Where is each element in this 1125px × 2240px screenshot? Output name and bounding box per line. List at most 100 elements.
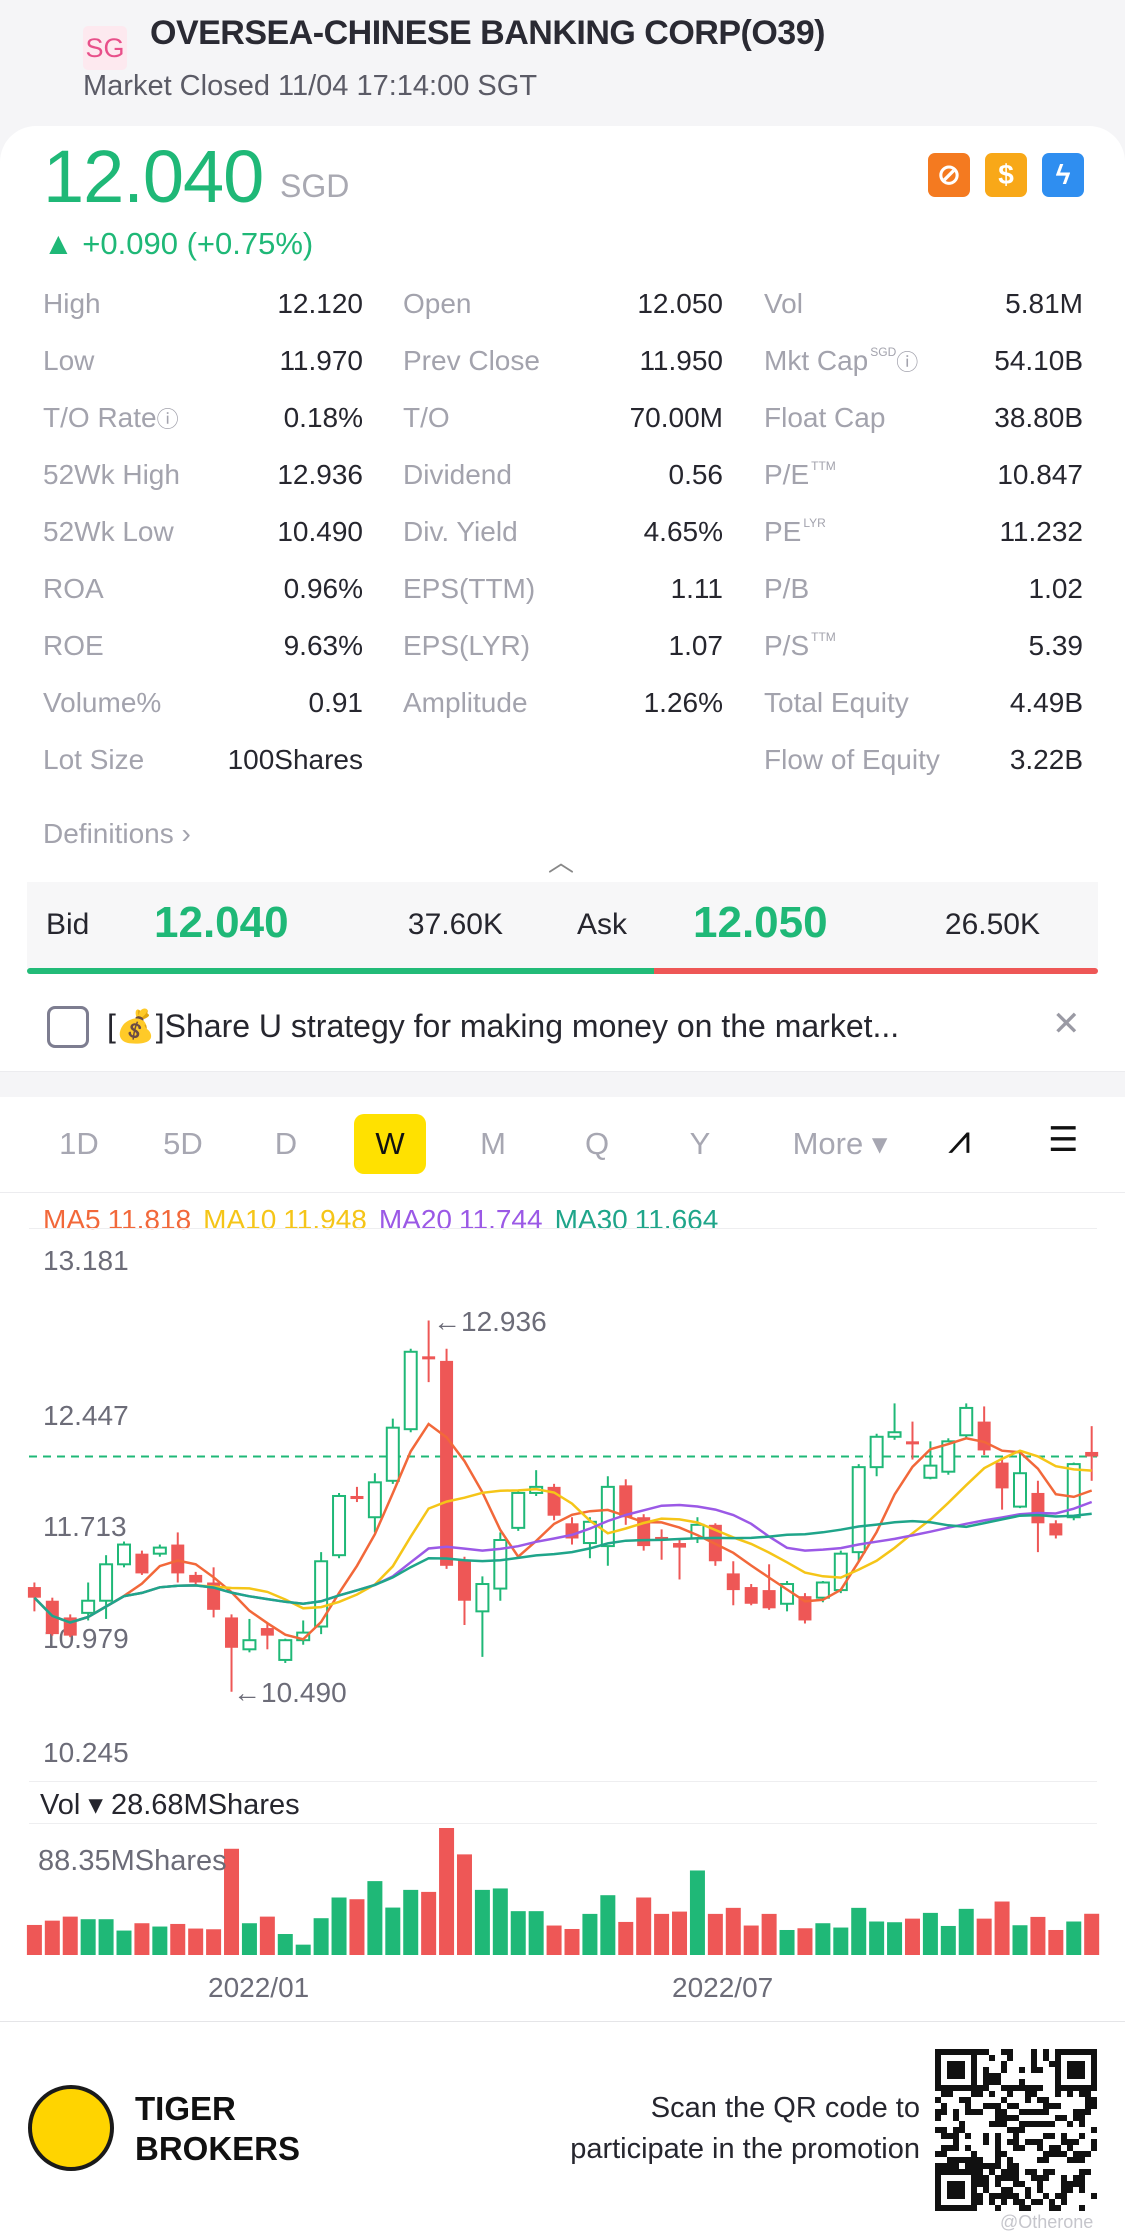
- promo-banner-text[interactable]: [💰]Share U strategy for making money on …: [107, 1008, 900, 1044]
- qr-module: [1043, 2109, 1049, 2115]
- volume-bar: [528, 1911, 544, 1955]
- info-icon[interactable]: ⓘ: [896, 350, 919, 375]
- qr-module: [1007, 2127, 1013, 2133]
- qr-module: [983, 2079, 989, 2085]
- stat-value: 0.56: [668, 459, 724, 490]
- qr-module: [1079, 2169, 1085, 2175]
- candle: [260, 1628, 274, 1636]
- dollar-icon[interactable]: $: [985, 153, 1027, 197]
- qr-module: [1055, 2205, 1061, 2211]
- qr-module: [977, 2169, 983, 2175]
- stat-label-text: EPS(LYR): [403, 630, 531, 661]
- tab-q[interactable]: Q: [584, 1126, 610, 1161]
- qr-module: [1031, 2139, 1037, 2145]
- qr-module: [965, 2085, 971, 2091]
- candle: [81, 1599, 96, 1614]
- stat-label-text: Low: [43, 345, 95, 376]
- volume-bar: [206, 1929, 222, 1955]
- qr-module: [1067, 2085, 1073, 2091]
- currency: SGD: [280, 168, 350, 204]
- volume-bar: [779, 1929, 795, 1955]
- qr-module: [1061, 2139, 1067, 2145]
- candle: [314, 1560, 329, 1628]
- qr-module: [1013, 2115, 1019, 2121]
- qr-module: [965, 2097, 971, 2103]
- qr-module: [1073, 2073, 1079, 2079]
- qr-module: [971, 2079, 977, 2085]
- qr-module: [1013, 2133, 1019, 2139]
- volume-bar: [725, 1907, 741, 1955]
- qr-module: [989, 2163, 995, 2169]
- volume-bar: [510, 1911, 526, 1955]
- banner-close-button[interactable]: ✕: [1052, 1005, 1081, 1043]
- lightning-level1-icon[interactable]: ϟ: [1042, 153, 1084, 197]
- qr-module: [1031, 2061, 1037, 2067]
- definitions-link[interactable]: Definitions ›: [43, 818, 191, 849]
- qr-module: [1043, 2049, 1049, 2055]
- qr-module: [1091, 2085, 1097, 2091]
- bid-label: Bid: [46, 908, 90, 941]
- chart-settings-icon[interactable]: ☰: [1048, 1121, 1079, 1159]
- qr-module: [1055, 2103, 1061, 2109]
- qr-module: [959, 2181, 965, 2187]
- qr-module: [1019, 2205, 1025, 2211]
- qr-module: [1079, 2181, 1085, 2187]
- divider: [29, 1823, 1097, 1824]
- qr-module: [1019, 2109, 1025, 2115]
- qr-module: [1007, 2085, 1013, 2091]
- qr-module: [959, 2097, 965, 2103]
- qr-module: [1061, 2193, 1067, 2199]
- qr-module: [983, 2103, 989, 2109]
- tab-y[interactable]: Y: [689, 1126, 711, 1161]
- candlestick-chart[interactable]: [0, 1230, 1125, 2010]
- volume-bar: [313, 1918, 329, 1955]
- qr-module: [1037, 2145, 1043, 2151]
- qr-module: [947, 2163, 953, 2169]
- qr-module: [935, 2127, 941, 2133]
- tab-m[interactable]: M: [480, 1126, 506, 1161]
- qr-module: [947, 2205, 953, 2211]
- qr-module: [995, 2145, 1001, 2151]
- qr-module: [935, 2097, 941, 2103]
- no-short-icon[interactable]: ⊘: [928, 153, 970, 197]
- volume-selector[interactable]: Vol ▾ 28.68MShares: [40, 1789, 300, 1821]
- qr-module: [983, 2181, 989, 2187]
- qr-module: [971, 2085, 977, 2091]
- tab-5d[interactable]: 5D: [163, 1126, 203, 1161]
- tab-w[interactable]: W: [375, 1126, 405, 1161]
- qr-module: [1031, 2199, 1037, 2205]
- candle: [619, 1485, 633, 1518]
- tab-more[interactable]: More ▾: [792, 1126, 888, 1161]
- ask-size: 26.50K: [944, 908, 1040, 941]
- candle: [457, 1559, 471, 1601]
- ma-value: 11.664: [634, 1204, 719, 1235]
- qr-module: [1049, 2103, 1055, 2109]
- volume-bar: [815, 1923, 831, 1955]
- tab-d[interactable]: D: [274, 1126, 298, 1161]
- bid-price: 12.040: [154, 898, 289, 947]
- qr-module: [941, 2151, 947, 2157]
- info-icon[interactable]: ⓘ: [156, 407, 179, 432]
- candle: [869, 1435, 884, 1469]
- qr-module: [1013, 2139, 1019, 2145]
- qr-module: [1091, 2139, 1097, 2145]
- indicator-icon[interactable]: ⩘: [948, 1118, 971, 1162]
- qr-module: [971, 2109, 977, 2115]
- qr-module: [1067, 2121, 1073, 2127]
- qr-module: [1037, 2199, 1043, 2205]
- volume-bar: [1066, 1921, 1082, 1955]
- stat-label-text: T/O: [403, 402, 450, 433]
- ma-legend-ma5: MA5 11.818: [43, 1204, 191, 1235]
- tab-1d[interactable]: 1D: [59, 1126, 99, 1161]
- qr-module: [953, 2049, 959, 2055]
- candle: [1049, 1523, 1063, 1536]
- high-annotation: ←12.936: [433, 1306, 547, 1337]
- qr-module: [953, 2145, 959, 2151]
- collapse-caret-icon[interactable]: ︿: [548, 847, 575, 877]
- qr-module: [971, 2199, 977, 2205]
- qr-module: [1007, 2187, 1013, 2193]
- qr-module: [1037, 2097, 1043, 2103]
- qr-module: [959, 2169, 965, 2175]
- qr-module: [935, 2049, 941, 2055]
- candle: [1085, 1451, 1099, 1457]
